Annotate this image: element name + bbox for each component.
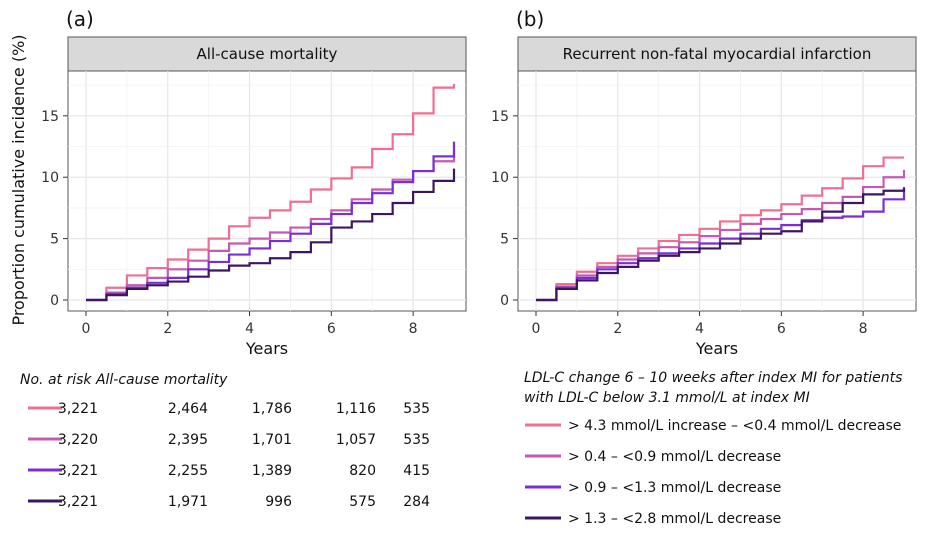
risk-cell: 535 (403, 401, 430, 417)
risk-cell: 1,786 (252, 401, 292, 417)
series-line-2 (86, 150, 456, 302)
panel-a-plot-area (67, 70, 467, 312)
risk-cell: 3,220 (58, 432, 98, 448)
risk-cell: 284 (403, 494, 430, 510)
x-tick-label: 2 (163, 321, 172, 337)
series-line-4 (86, 168, 456, 302)
legend-label: > 1.3 – <2.8 mmol/L decrease (568, 511, 781, 527)
risk-cell: 1,389 (252, 463, 292, 479)
risk-cell: 1,116 (336, 401, 376, 417)
risk-cell: 2,395 (168, 432, 208, 448)
x-tick-label: 2 (613, 321, 622, 337)
x-tick-label: 6 (327, 321, 336, 337)
risk-cell: 535 (403, 432, 430, 448)
risk-cell: 1,701 (252, 432, 292, 448)
panel-b-series (536, 156, 906, 302)
panel-a-strip (67, 36, 467, 72)
x-tick-label: 0 (532, 321, 541, 337)
x-tick-label: 6 (777, 321, 786, 337)
y-tick-label: 0 (50, 293, 59, 309)
panel-b-title: Recurrent non-fatal myocardial infarctio… (563, 45, 872, 63)
series-line-1 (86, 83, 456, 302)
y-tick-label: 5 (500, 232, 509, 248)
risk-cell: 575 (349, 494, 376, 510)
risk-cell: 1,971 (168, 494, 208, 510)
y-tick-label: 15 (41, 109, 59, 125)
panel-b-x-ticks: 0 2 4 6 8 (532, 311, 868, 337)
y-tick-label: 5 (50, 232, 59, 248)
risk-table-rows: 3,221 2,464 1,786 1,116 535 3,220 2,395 1,701 1,… (28, 401, 430, 510)
panel-b: (b) Recurrent non-fatal myocardial infar… (491, 7, 917, 358)
x-tick-label: 0 (82, 321, 91, 337)
y-tick-label: 0 (500, 293, 509, 309)
series-line-3 (536, 187, 906, 302)
risk-cell: 3,221 (58, 494, 98, 510)
legend-items: > 4.3 mmol/L increase – <0.4 mmol/L decr… (525, 418, 901, 527)
series-line-3 (86, 141, 456, 302)
panel-a-x-ticks: 0 2 4 6 8 (82, 311, 418, 337)
risk-table: No. at risk All-cause mortality 3,221 2,4… (20, 372, 430, 510)
legend-title-line1: LDL-C change 6 – 10 weeks after index MI… (524, 370, 902, 386)
panel-b-strip (517, 36, 917, 72)
legend-label: > 0.4 – <0.9 mmol/L decrease (568, 449, 781, 465)
panel-a-title: All-cause mortality (197, 45, 338, 63)
series-line-1 (536, 156, 904, 302)
panel-a-y-ticks: 0 5 10 15 (41, 109, 68, 309)
legend: LDL-C change 6 – 10 weeks after index MI… (524, 370, 902, 527)
risk-cell: 820 (349, 463, 376, 479)
risk-cell: 3,221 (58, 401, 98, 417)
panel-a: (a) All-cause mortality 0 2 4 6 8 0 5 10 15 Yea… (41, 7, 467, 358)
risk-cell: 1,057 (336, 432, 376, 448)
series-line-4 (536, 188, 906, 302)
panel-a-letter: (a) (66, 7, 94, 31)
x-tick-label: 8 (859, 321, 868, 337)
panel-b-letter: (b) (516, 7, 544, 31)
series-line-2 (536, 169, 906, 302)
y-tick-label: 15 (491, 109, 509, 125)
risk-table-title: No. at risk All-cause mortality (20, 372, 228, 388)
risk-cell: 3,221 (58, 463, 98, 479)
legend-label: > 4.3 mmol/L increase – <0.4 mmol/L decr… (568, 418, 901, 434)
panel-a-series (86, 83, 456, 302)
panel-b-y-ticks: 0 5 10 15 (491, 109, 518, 309)
y-tick-label: 10 (491, 170, 509, 186)
x-tick-label: 4 (695, 321, 704, 337)
risk-cell: 415 (403, 463, 430, 479)
panel-b-grid (518, 71, 916, 311)
x-tick-label: 4 (245, 321, 254, 337)
x-tick-label: 8 (409, 321, 418, 337)
risk-cell: 2,464 (168, 401, 208, 417)
risk-cell: 2,255 (168, 463, 208, 479)
legend-title-line2: with LDL-C below 3.1 mmol/L at index MI (524, 390, 810, 406)
panel-a-x-axis-title: Years (245, 339, 288, 358)
y-tick-label: 10 (41, 170, 59, 186)
panel-b-x-axis-title: Years (695, 339, 738, 358)
risk-cell: 996 (265, 494, 292, 510)
y-axis-title: Proportion cumulative incidence (%) (9, 34, 28, 325)
legend-label: > 0.9 – <1.3 mmol/L decrease (568, 480, 781, 496)
